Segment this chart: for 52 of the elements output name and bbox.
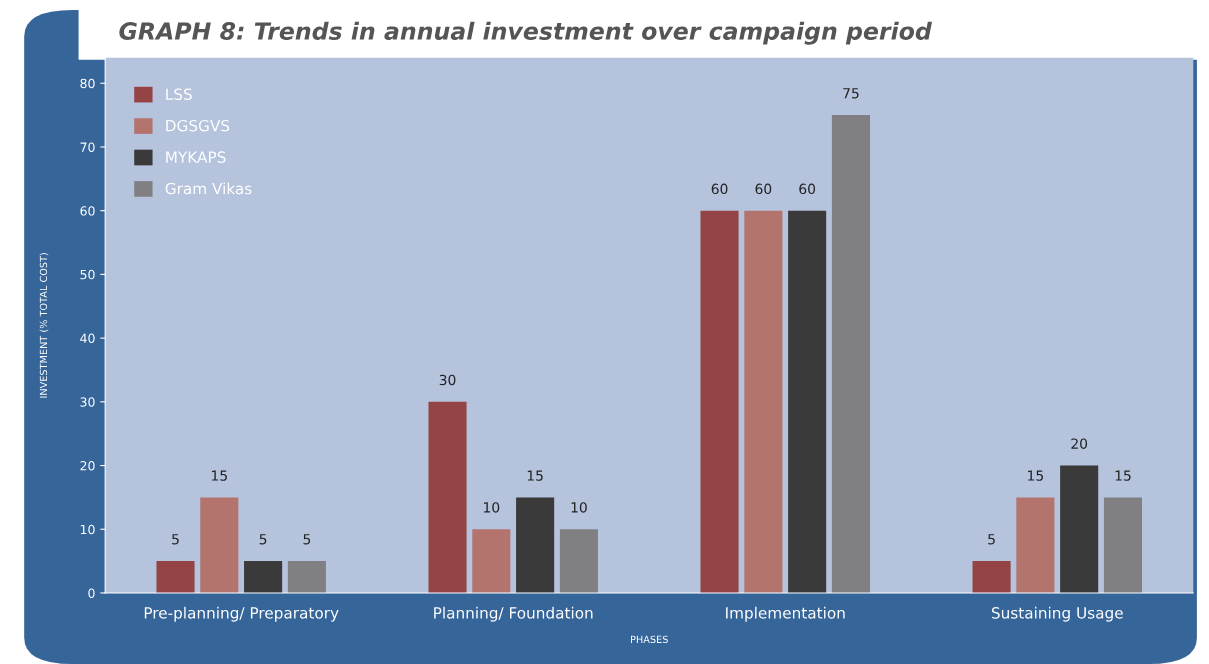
data-label: 15	[211, 470, 227, 481]
data-label: 15	[1028, 470, 1043, 481]
y-tick-label: 10	[80, 524, 95, 535]
x-tick-label: Planning/ Foundation	[434, 606, 593, 622]
data-label: 5	[172, 534, 179, 545]
legend-label: LSS	[166, 88, 192, 100]
data-label: 20	[1071, 438, 1088, 449]
bar	[1060, 465, 1099, 593]
x-tick-label: Implementation	[726, 606, 845, 622]
data-label: 5	[259, 534, 267, 545]
chart-title: GRAPH 8: Trends in annual investment over campaign period	[119, 21, 932, 45]
bar	[700, 210, 739, 593]
y-tick-label: 80	[80, 78, 95, 89]
legend-label: Gram Vikas	[165, 182, 252, 195]
x-axis-title: PHASES	[631, 635, 668, 644]
bar	[559, 529, 598, 593]
bar	[244, 561, 283, 593]
data-label: 5	[303, 534, 311, 545]
data-label: 15	[1115, 470, 1131, 481]
bar	[472, 529, 511, 593]
x-tick-label: Sustaining Usage	[991, 606, 1123, 622]
bar	[788, 210, 827, 593]
data-label: 60	[799, 183, 816, 195]
data-label: 60	[755, 183, 772, 195]
y-tick-label: 0	[88, 588, 95, 598]
data-label: 30	[439, 374, 456, 386]
y-tick-label: 30	[80, 397, 95, 407]
data-label: 10	[571, 502, 587, 513]
bar	[1103, 497, 1143, 593]
bar	[1016, 497, 1055, 593]
y-tick-label: 40	[80, 333, 95, 344]
bar	[516, 497, 555, 593]
data-label: 10	[484, 502, 500, 513]
bar	[831, 115, 870, 593]
bar	[156, 561, 195, 593]
data-label: 15	[527, 470, 543, 481]
y-tick-label: 20	[80, 461, 95, 471]
y-axis-title: INVESTMENT (% TOTAL COST)	[39, 253, 49, 398]
data-label: 5	[988, 534, 995, 545]
bar	[428, 401, 467, 593]
bar	[200, 497, 239, 593]
bar	[972, 561, 1011, 593]
legend-label: MYKAPS	[166, 151, 226, 163]
data-label: 75	[843, 88, 859, 99]
legend-label: DGSGVS	[166, 119, 230, 132]
x-tick-label: Pre-planning/ Preparatory	[144, 606, 339, 622]
y-tick-label: 50	[80, 269, 95, 280]
bar	[744, 210, 783, 593]
y-tick-label: 60	[80, 206, 95, 216]
y-tick-label: 70	[80, 142, 95, 152]
data-label: 60	[711, 183, 728, 195]
bar	[287, 561, 326, 593]
